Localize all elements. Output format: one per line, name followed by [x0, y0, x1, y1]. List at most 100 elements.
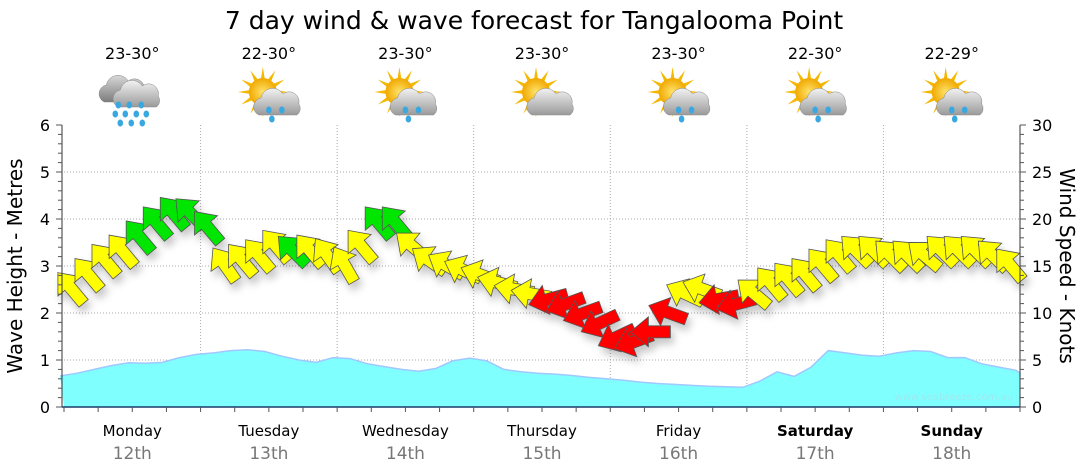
rain-drop: [139, 119, 146, 127]
sun-ray: [920, 89, 934, 95]
sun-ray: [260, 67, 266, 81]
day-label: Saturday: [777, 422, 854, 440]
y-axis-right-label: Wind Speed - Knots: [1055, 168, 1079, 364]
watermark: www.seabreeze.com.au: [895, 392, 1013, 403]
rain-drop: [279, 106, 285, 114]
cloud-shape: [253, 88, 301, 116]
wind-arrow: [648, 296, 689, 327]
sun-ray: [943, 67, 948, 81]
day-label: Wednesday: [362, 422, 449, 440]
tick-label-left: 3: [40, 257, 50, 276]
day-temperature: 23-30°: [515, 44, 570, 63]
rain-drop: [402, 106, 409, 114]
wind-arrow: [960, 235, 995, 270]
rain-drop: [675, 106, 682, 114]
cloud-shape: [936, 88, 984, 116]
date-label: 17th: [796, 444, 835, 464]
tick-label-left: 5: [40, 163, 50, 182]
wind-arrow: [858, 235, 892, 270]
tick-label-right: 20: [1032, 210, 1052, 229]
tick-label-right: 5: [1032, 351, 1042, 370]
tick-label-left: 2: [40, 304, 50, 323]
sun-cloud-rain-icon: [374, 67, 438, 123]
sun-cloud-rain-icon: [784, 67, 847, 123]
day-label: Tuesday: [237, 422, 299, 440]
tick-label-right: 10: [1032, 304, 1052, 323]
wave-height-area: [59, 348, 1021, 407]
sun-ray: [397, 67, 402, 81]
y-axis-left-label: Wave Height - Metres: [3, 158, 27, 373]
date-label: 18th: [932, 444, 971, 464]
date-label: 16th: [659, 444, 698, 464]
tick-label-right: 25: [1032, 163, 1052, 182]
rain-drop: [117, 119, 124, 127]
cloud-shape: [112, 80, 160, 108]
chart-title: 7 day wind & wave forecast for Tangaloom…: [225, 6, 843, 35]
sun-cloud-icon: [511, 67, 574, 117]
rain-drop: [961, 106, 968, 114]
axes: 0 1 2 3 4 5 6 0 5 10 15 20 25 30: [40, 116, 1053, 417]
date-label: 14th: [386, 444, 425, 464]
rain-drop: [115, 101, 122, 109]
rain-drop: [112, 110, 119, 118]
tick-label-right: 15: [1032, 257, 1052, 276]
rain-drop: [128, 119, 135, 127]
rain-drop: [948, 106, 955, 114]
day-temperature: 23-30°: [105, 44, 160, 63]
rain-drop: [415, 106, 422, 114]
sun-ray: [784, 89, 798, 95]
date-label: 12th: [113, 444, 152, 464]
rain-drop: [122, 110, 129, 118]
day-headers: 23-30° Monday 12th 22-30° Tuesday 13th 23-30° W…: [98, 44, 984, 464]
sun-ray: [670, 67, 675, 81]
wind-arrow: [329, 246, 360, 286]
rain-drop: [138, 101, 145, 109]
rain-drop: [405, 115, 412, 123]
rain-drop: [126, 101, 133, 109]
tick-label-left: 0: [40, 398, 50, 417]
cloud-shape: [390, 88, 438, 116]
wind-arrow: [996, 248, 1028, 285]
day-temperature: 22-30°: [242, 44, 297, 63]
wind-arrow: [347, 229, 379, 266]
sun-ray: [806, 67, 812, 81]
day-temperature: 23-30°: [378, 44, 433, 63]
wind-arrow: [629, 315, 671, 348]
wave-line: [59, 348, 1021, 389]
wind-arrow: [194, 211, 226, 247]
wind-arrows: [57, 196, 1028, 358]
rain-drop: [951, 115, 958, 123]
tick-label-right: 0: [1032, 398, 1042, 417]
sun-cloud-rain-icon: [237, 67, 301, 123]
sun-ray: [647, 89, 661, 95]
tick-label-left: 4: [40, 210, 50, 229]
sun-ray: [511, 89, 525, 95]
tick-label-left: 6: [40, 116, 50, 135]
sun-cloud-rain-icon: [920, 67, 984, 123]
tick-label-left: 1: [40, 351, 50, 370]
rain-drop: [143, 110, 150, 118]
wind-arrow: [262, 229, 294, 266]
sun-ray: [237, 89, 252, 95]
day-temperature: 23-30°: [651, 44, 706, 63]
day-temperature: 22-29°: [924, 44, 979, 63]
tick-label-right: 30: [1032, 116, 1052, 135]
day-label: Monday: [103, 422, 162, 440]
rain-drop: [815, 115, 821, 123]
sun-cloud-rain-icon: [647, 67, 711, 123]
rain-drop: [133, 110, 140, 118]
day-label: Friday: [656, 422, 702, 440]
day-label: Sunday: [921, 422, 984, 440]
day-temperature: 22-30°: [788, 44, 843, 63]
cloud-shape: [526, 88, 574, 116]
day-label: Thursday: [506, 422, 577, 440]
date-label: 15th: [522, 444, 561, 464]
rain-drop: [825, 106, 831, 114]
rain-drop: [812, 106, 818, 114]
sun-ray: [374, 89, 388, 95]
rain-drop: [266, 106, 272, 114]
wave-area: [60, 349, 1020, 407]
rain-drop: [688, 106, 695, 114]
date-label: 13th: [249, 444, 288, 464]
